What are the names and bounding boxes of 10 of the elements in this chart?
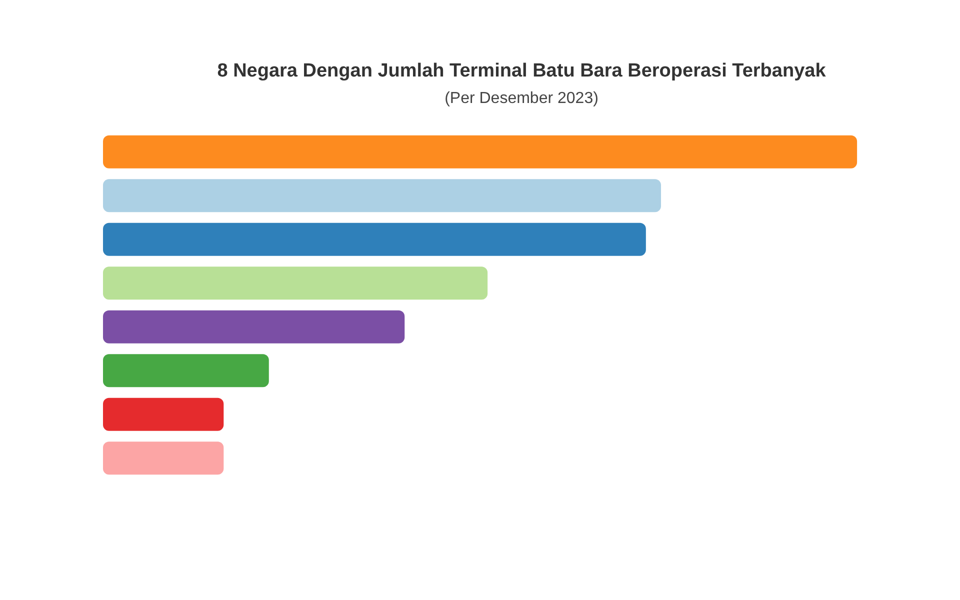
- bar: [103, 135, 858, 168]
- bar: [103, 442, 224, 475]
- bar: [103, 222, 646, 256]
- chart-title: 8 Negara Dengan Jumlah Terminal Batu Bara Beroperasi Terbanyak: [217, 60, 826, 82]
- bar: [103, 266, 488, 300]
- bar: [103, 354, 269, 388]
- bar: [103, 310, 405, 344]
- chart-subtitle: (Per Desember 2023): [444, 90, 598, 107]
- bar: [103, 398, 224, 431]
- bar: [103, 179, 661, 212]
